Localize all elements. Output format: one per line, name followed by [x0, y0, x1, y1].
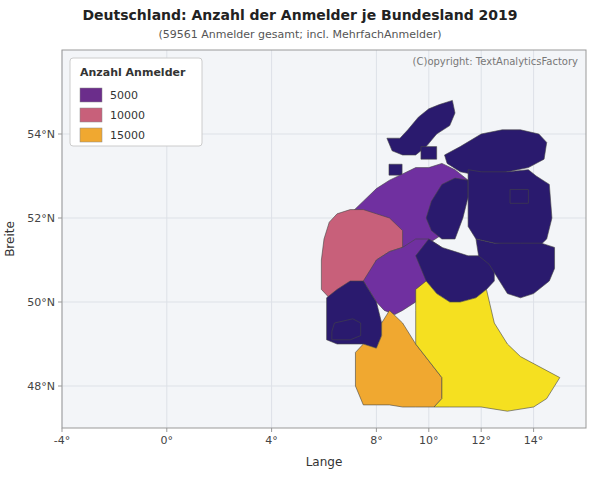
legend-title: Anzahl Anmelder: [80, 66, 186, 79]
legend-label: 10000: [110, 109, 145, 122]
region: [389, 164, 402, 175]
chart: Deutschland: Anzahl der Anmelder je Bund…: [0, 0, 600, 480]
region: [421, 147, 437, 160]
region: [327, 281, 382, 348]
legend-swatch: [80, 128, 102, 142]
tick: [428, 428, 429, 432]
plot-frame: [62, 50, 586, 428]
tick-label: 10°: [419, 434, 439, 447]
tick-label: 48°N: [27, 380, 55, 393]
tick-label: 50°N: [27, 296, 55, 309]
tick: [533, 428, 534, 432]
tick: [166, 428, 167, 432]
tick: [481, 428, 482, 432]
grid-line: [62, 302, 586, 303]
x-axis: -4° 0° 4° 8° 10° 12° 14°: [54, 428, 544, 447]
legend-swatch: [80, 108, 102, 122]
tick: [58, 302, 62, 303]
legend-swatch: [80, 88, 102, 102]
tick: [58, 134, 62, 135]
region: [476, 239, 555, 298]
tick-label: -4°: [54, 434, 70, 447]
tick-label: 14°: [524, 434, 544, 447]
tick-label: 8°: [370, 434, 383, 447]
subtitle: (59561 Anmelder gesamt; incl. MehrfachAn…: [158, 28, 441, 41]
tick: [58, 386, 62, 387]
title: Deutschland: Anzahl der Anmelder je Bund…: [82, 7, 517, 23]
tick-label: 12°: [471, 434, 491, 447]
tick: [62, 428, 63, 432]
annotation: (C)opyright: TextAnalyticsFactory: [413, 56, 578, 67]
region: [510, 189, 528, 203]
region: [426, 178, 468, 239]
plot-background: [62, 50, 586, 428]
legend-label: 5000: [110, 89, 138, 102]
region: [332, 319, 361, 340]
region: [416, 281, 560, 411]
tick: [271, 428, 272, 432]
legend-box: [70, 58, 202, 146]
tick-label: 54°N: [27, 128, 55, 141]
tick-label: 4°: [265, 434, 278, 447]
tick: [376, 428, 377, 432]
tick-label: 0°: [161, 434, 174, 447]
tick-label: 52°N: [27, 212, 55, 225]
region: [445, 130, 547, 176]
region: [468, 170, 552, 252]
y-axis-label: Breite: [3, 221, 17, 257]
grid-line: [271, 50, 272, 428]
y-axis: 48°N 50°N 52°N 54°N: [27, 128, 62, 393]
regions: [321, 100, 559, 411]
legend: Anzahl Anmelder 5000 10000 15000: [70, 58, 202, 146]
legend-label: 15000: [110, 129, 145, 142]
x-axis-label: Lange: [306, 455, 343, 469]
tick: [58, 218, 62, 219]
grid: [62, 50, 586, 428]
